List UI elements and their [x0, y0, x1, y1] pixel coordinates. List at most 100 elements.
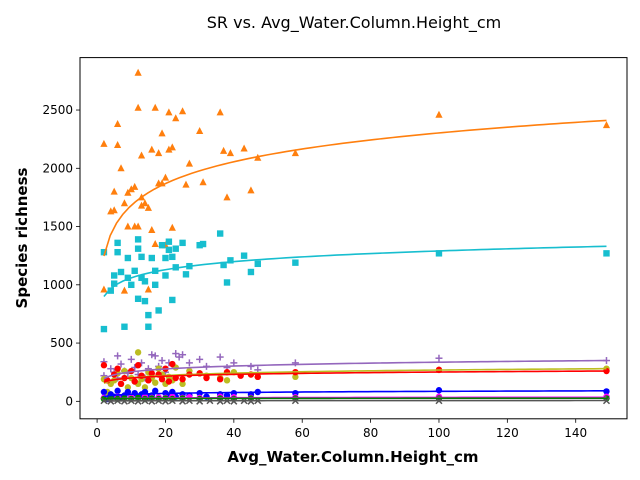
data-point	[134, 362, 142, 369]
data-point	[162, 254, 169, 262]
data-point	[127, 185, 135, 193]
data-point	[602, 121, 611, 129]
data-point	[152, 387, 159, 395]
data-point	[169, 360, 176, 368]
data-point	[151, 103, 159, 111]
y-tick-label: 500	[50, 336, 73, 350]
data-point	[230, 359, 238, 367]
data-point	[435, 354, 443, 362]
x-tick-label: 40	[226, 426, 241, 440]
data-point	[247, 268, 255, 276]
data-point	[223, 377, 231, 384]
data-point	[292, 373, 299, 381]
data-point	[169, 253, 176, 261]
data-point	[203, 374, 210, 382]
data-point	[162, 272, 169, 279]
data-point	[114, 352, 122, 360]
data-point	[134, 245, 142, 252]
data-point	[216, 353, 224, 361]
series-8-fit-line	[103, 399, 607, 402]
data-point	[148, 254, 155, 262]
data-point	[169, 296, 176, 304]
data-point	[128, 281, 135, 289]
data-point	[292, 259, 299, 266]
data-point	[114, 239, 121, 247]
data-point	[134, 349, 142, 356]
y-tick-label: 2000	[42, 161, 73, 175]
data-point	[120, 286, 129, 294]
data-point	[134, 236, 142, 243]
data-point	[165, 145, 173, 153]
x-tick-label: 0	[93, 426, 101, 440]
data-point	[172, 350, 180, 358]
x-tick-label: 100	[428, 426, 451, 440]
data-point	[168, 143, 176, 151]
x-tick-label: 80	[363, 426, 378, 440]
y-tick-label: 1500	[42, 220, 73, 234]
data-point	[178, 107, 187, 115]
data-point	[138, 274, 145, 282]
data-point	[199, 178, 207, 186]
data-point	[182, 271, 190, 278]
data-point	[141, 384, 149, 391]
data-point	[124, 384, 132, 391]
data-point	[134, 68, 142, 76]
data-point	[124, 254, 132, 262]
data-point	[435, 387, 443, 394]
y-axis-label: Species richness	[13, 167, 31, 308]
x-tick-label: 140	[564, 426, 587, 440]
x-axis-label: Avg_Water.Column.Height_cm	[227, 448, 478, 466]
data-point	[155, 307, 162, 314]
data-point	[145, 323, 152, 330]
data-point	[435, 250, 443, 257]
data-point	[114, 120, 122, 128]
data-point	[151, 352, 159, 360]
data-point	[148, 370, 155, 377]
data-point	[110, 206, 118, 214]
data-point	[152, 281, 159, 289]
series-4-fit-line	[103, 370, 607, 383]
data-point	[148, 226, 156, 234]
data-point	[155, 149, 163, 157]
data-point	[114, 248, 121, 256]
data-point	[227, 257, 234, 264]
data-point	[138, 253, 145, 261]
data-point	[158, 129, 166, 137]
data-point	[100, 285, 108, 293]
data-point	[185, 159, 193, 167]
data-point	[100, 139, 108, 147]
data-point	[117, 360, 125, 368]
data-point	[145, 311, 152, 319]
data-point	[179, 375, 186, 383]
data-point	[117, 268, 125, 276]
data-point	[435, 110, 443, 118]
x-tick-label: 20	[158, 426, 173, 440]
series-0-fit-line	[103, 119, 607, 257]
data-point	[182, 180, 190, 188]
data-point	[117, 164, 125, 172]
series-0-points	[100, 68, 611, 294]
data-point	[131, 267, 138, 275]
x-axis-ticks: 0 20 40 60 80 100 120 140	[93, 418, 587, 440]
y-axis-ticks: 0 500 1000 1500 2000 2500	[42, 103, 80, 408]
data-point	[165, 378, 173, 385]
data-point	[110, 280, 118, 287]
data-point	[603, 250, 610, 257]
data-point	[196, 241, 203, 249]
data-point	[216, 375, 224, 383]
data-point	[117, 380, 125, 388]
data-point	[134, 103, 142, 111]
data-point	[114, 387, 121, 395]
data-point	[240, 144, 248, 152]
data-point	[172, 114, 180, 122]
data-point	[141, 199, 149, 207]
data-point	[161, 173, 170, 181]
data-point	[291, 149, 299, 157]
data-point	[110, 272, 118, 279]
data-point	[141, 278, 149, 285]
data-point	[110, 187, 118, 195]
series-1-points	[100, 230, 610, 333]
data-point	[144, 285, 152, 293]
